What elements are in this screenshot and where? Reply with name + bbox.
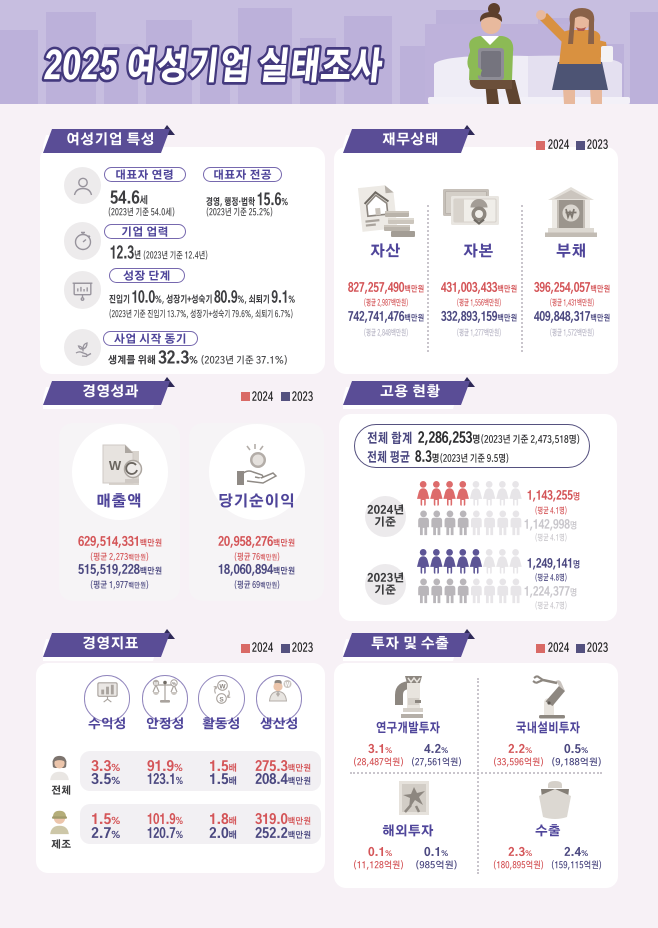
svg-text:W: W: [285, 683, 291, 689]
svg-text:S: S: [219, 696, 224, 703]
svg-text:W: W: [219, 683, 226, 690]
svg-text:W: W: [154, 681, 159, 686]
svg-text:%: %: [172, 681, 176, 686]
svg-text:W: W: [109, 458, 122, 473]
